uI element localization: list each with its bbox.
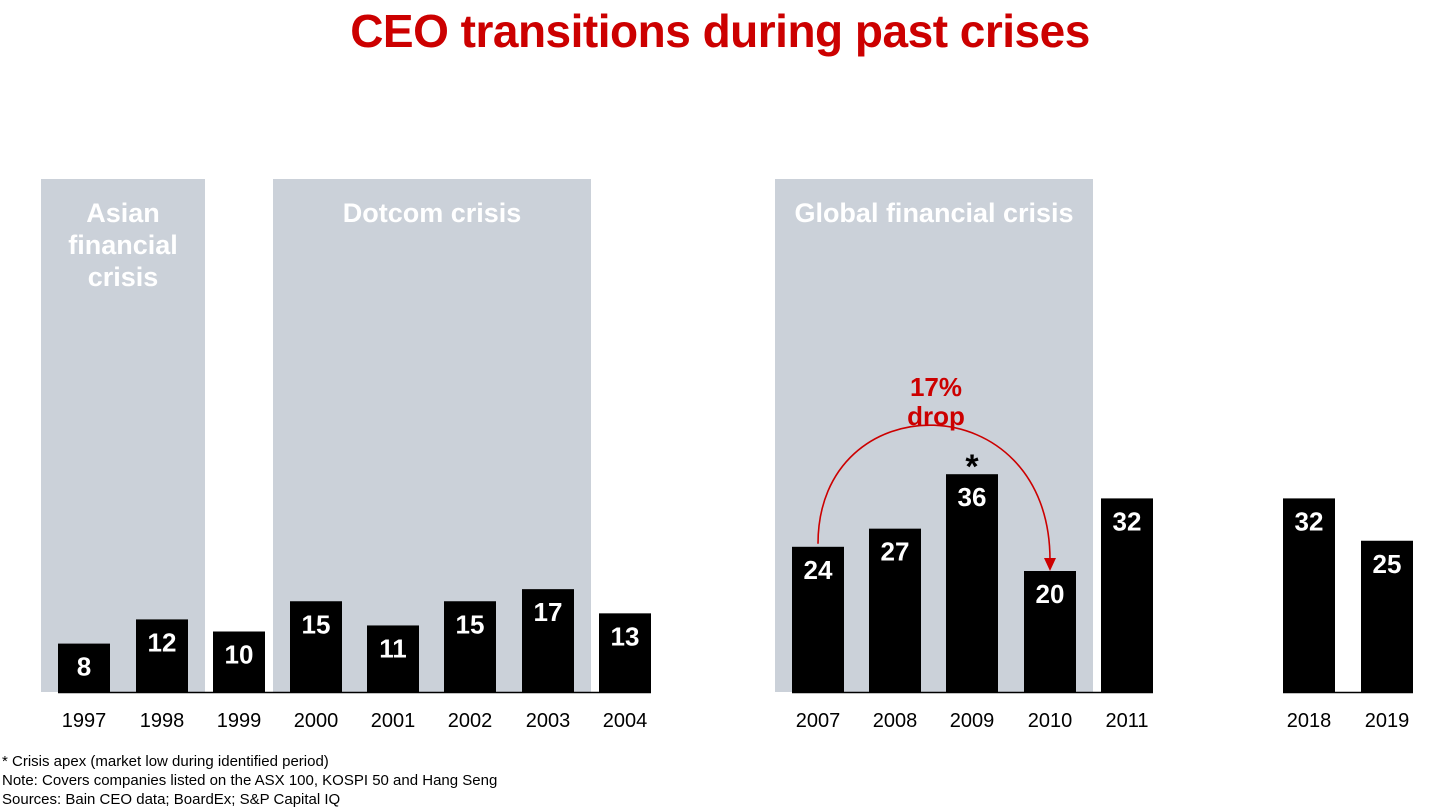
x-tick-label: 2001 xyxy=(371,710,416,732)
bar xyxy=(1024,571,1076,692)
crisis-label: financial xyxy=(68,230,178,260)
footnote-sources: Sources: Bain CEO data; BoardEx; S&P Cap… xyxy=(2,791,341,808)
drop-annotation: drop xyxy=(907,401,965,431)
footnote-coverage: Note: Covers companies listed on the ASX… xyxy=(2,772,498,789)
bar-value-label: 25 xyxy=(1373,549,1402,579)
drop-annotation: 17% xyxy=(910,372,962,402)
bar xyxy=(1101,498,1153,692)
bar-value-label: 11 xyxy=(379,633,407,663)
x-tick-label: 1997 xyxy=(62,710,107,732)
bar xyxy=(367,625,419,692)
bar-value-label: 8 xyxy=(77,652,91,682)
bar xyxy=(599,613,651,692)
crisis-label: crisis xyxy=(88,262,159,292)
bar xyxy=(1283,498,1335,692)
bar xyxy=(869,528,921,692)
crisis-label: Dotcom crisis xyxy=(343,198,522,228)
x-tick-label: 2007 xyxy=(796,710,841,732)
bar-value-label: 13 xyxy=(611,621,640,651)
x-tick-label: 2004 xyxy=(603,710,648,732)
bar xyxy=(792,546,844,692)
bar-value-label: 10 xyxy=(225,640,254,670)
x-tick-label: 2008 xyxy=(873,710,918,732)
x-tick-label: 2009 xyxy=(950,710,995,732)
bar-value-label: 20 xyxy=(1036,579,1065,609)
bar xyxy=(58,643,110,692)
chart-title: CEO transitions during past crises xyxy=(350,5,1090,57)
bar-value-label: 36 xyxy=(958,482,987,512)
x-tick-label: 2010 xyxy=(1028,710,1073,732)
x-tick-label: 2019 xyxy=(1365,710,1410,732)
x-tick-label: 1999 xyxy=(217,710,262,732)
drop-arrowhead xyxy=(1044,558,1056,571)
bar-value-label: 17 xyxy=(534,597,563,627)
bar xyxy=(946,474,998,692)
footnote-apex: * Crisis apex (market low during identif… xyxy=(2,753,329,770)
bar xyxy=(290,601,342,692)
bar xyxy=(1361,540,1413,692)
x-tick-label: 2018 xyxy=(1287,710,1332,732)
bar xyxy=(213,631,265,692)
apex-asterisk: * xyxy=(965,448,979,486)
x-tick-label: 2000 xyxy=(294,710,339,732)
x-tick-label: 2003 xyxy=(526,710,571,732)
bar-value-label: 12 xyxy=(148,627,177,657)
x-tick-label: 1998 xyxy=(140,710,185,732)
bar-value-label: 32 xyxy=(1295,506,1324,536)
bar-value-label: 15 xyxy=(302,609,331,639)
bar xyxy=(522,589,574,692)
x-tick-label: 2011 xyxy=(1105,710,1148,732)
bar-value-label: 32 xyxy=(1113,506,1142,536)
crisis-band xyxy=(41,179,205,692)
bar xyxy=(136,619,188,692)
bar xyxy=(444,601,496,692)
crisis-label: Global financial crisis xyxy=(794,198,1073,228)
bar-value-label: 15 xyxy=(456,609,485,639)
x-tick-label: 2002 xyxy=(448,710,493,732)
bar-value-label: 27 xyxy=(881,537,910,567)
drop-arrow xyxy=(817,424,1051,561)
bar-value-label: 24 xyxy=(804,555,833,585)
crisis-label: Asian xyxy=(86,198,160,228)
chart-notes: * Crisis apex (market low during identif… xyxy=(2,752,497,809)
